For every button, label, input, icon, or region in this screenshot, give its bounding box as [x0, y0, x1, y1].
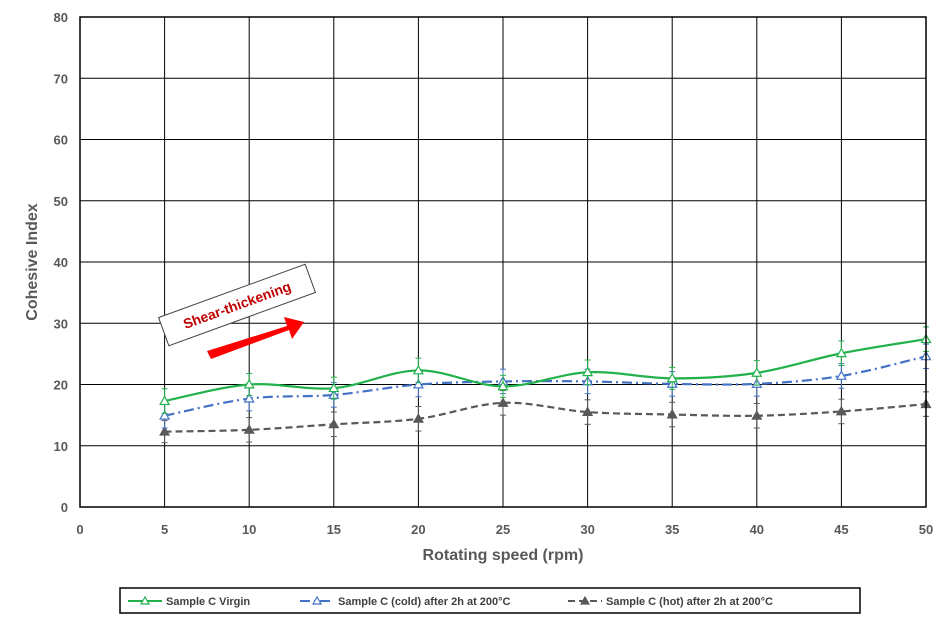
plot-area-border	[79, 16, 927, 508]
legend-box	[119, 587, 861, 614]
x-tick-label: 40	[750, 522, 764, 537]
x-tick-label: 30	[580, 522, 594, 537]
x-tick-label: 25	[496, 522, 510, 537]
data-point	[412, 413, 424, 423]
annotation-box	[157, 263, 317, 347]
y-tick-label: 60	[54, 133, 68, 148]
data-point	[666, 408, 678, 419]
data-point	[159, 425, 171, 436]
data-point	[835, 347, 847, 358]
tick-labels: 0 10 20 30 40 50 60 70 80 0 5 10 15 20 25 30 35 40 45 50	[54, 10, 934, 537]
data-point	[412, 364, 424, 375]
data-point	[159, 395, 171, 406]
series-line	[164, 338, 927, 403]
x-tick-label: 10	[242, 522, 256, 537]
y-axis-title: Cohesive Index	[24, 203, 41, 320]
x-tick-label: 20	[411, 522, 425, 537]
y-tick-label: 10	[54, 439, 68, 454]
data-point	[666, 372, 678, 383]
x-tick-label: 50	[919, 522, 933, 537]
legend-swatch-marker	[139, 595, 151, 605]
x-tick-label: 5	[161, 522, 168, 537]
legend: Sample C Virgin Sample C (cold) after 2h …	[119, 587, 861, 614]
x-tick-label: 45	[834, 522, 848, 537]
data-point	[497, 397, 509, 407]
data-point	[412, 378, 424, 389]
legend-item-1: Sample C (cold) after 2h at 200°C	[300, 595, 511, 608]
data-point	[497, 380, 509, 391]
series-layer	[159, 326, 932, 444]
data-point	[159, 410, 171, 420]
legend-label: Sample C (hot) after 2h at 200°C	[606, 596, 773, 608]
legend-swatch-marker	[579, 595, 591, 605]
y-tick-label: 0	[61, 500, 68, 515]
x-tick-label: 35	[665, 522, 679, 537]
y-tick-label: 40	[54, 255, 68, 270]
series-line	[164, 401, 927, 433]
legend-item-0: Sample C Virgin	[128, 595, 250, 608]
y-tick-label: 70	[54, 71, 68, 86]
y-tick-label: 50	[54, 194, 68, 209]
data-point	[582, 406, 594, 417]
data-point	[751, 410, 763, 420]
y-tick-label: 30	[54, 316, 68, 331]
annotation-arrow	[207, 317, 304, 359]
x-tick-label: 15	[327, 522, 341, 537]
x-axis-title: Rotating speed (rpm)	[423, 547, 584, 564]
data-point	[835, 370, 847, 380]
data-point	[243, 392, 255, 403]
legend-label: Sample C Virgin	[166, 596, 250, 608]
legend-swatch-marker	[311, 595, 323, 605]
data-point	[328, 418, 340, 429]
data-point	[835, 405, 847, 416]
data-point	[243, 424, 255, 434]
grid	[80, 17, 926, 507]
data-point	[328, 382, 340, 393]
legend-label: Sample C (cold) after 2h at 200°C	[338, 596, 511, 608]
y-tick-label: 20	[54, 378, 68, 393]
series-2	[159, 390, 932, 444]
data-point	[751, 367, 763, 377]
y-tick-label: 80	[54, 10, 68, 25]
annotation: Shear-thickening	[157, 263, 317, 359]
series-line	[164, 355, 927, 417]
data-point	[582, 366, 594, 377]
series-0	[159, 326, 932, 414]
x-tick-label: 0	[76, 522, 83, 537]
data-point	[243, 378, 255, 389]
legend-item-2: Sample C (hot) after 2h at 200°C	[568, 595, 773, 608]
